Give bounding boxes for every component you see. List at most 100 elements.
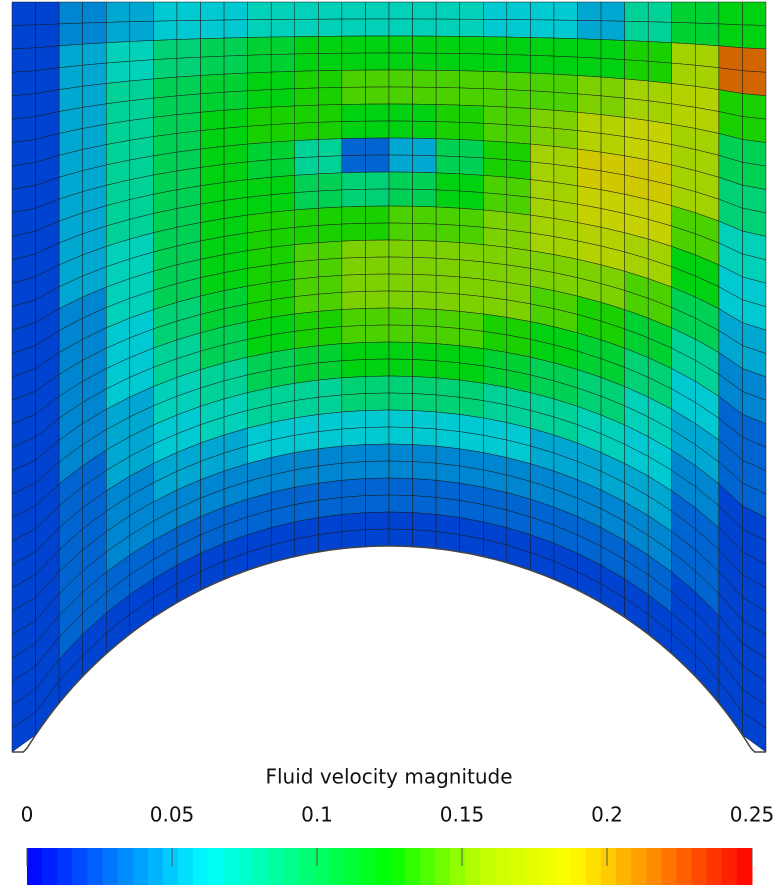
mesh-element: [671, 22, 696, 45]
mesh-element: [388, 52, 413, 71]
mesh-cell: [106, 40, 154, 84]
mesh-element: [318, 462, 343, 484]
mesh-element: [388, 511, 413, 530]
mesh-cell: [624, 501, 672, 573]
mesh-cell: [435, 1, 484, 37]
mesh-element: [129, 1, 154, 23]
mesh-element: [318, 292, 343, 312]
mesh-element: [58, 1, 83, 25]
mesh-element: [483, 19, 508, 38]
mesh-element: [506, 124, 531, 145]
mesh-element: [318, 240, 343, 261]
mesh-element: [412, 171, 437, 191]
mesh-element: [270, 19, 295, 38]
mesh-element: [270, 88, 295, 108]
mesh-element: [506, 1, 531, 21]
mesh-element: [742, 70, 767, 97]
mesh-element: [11, 47, 36, 73]
mesh-element: [435, 275, 460, 295]
mesh-element: [718, 67, 743, 94]
mesh-element: [341, 18, 366, 37]
mesh-element: [412, 137, 437, 156]
mesh-cell: [624, 309, 672, 369]
mesh-element: [341, 291, 366, 310]
mesh-element: [341, 529, 366, 549]
mesh-element: [459, 139, 484, 159]
mesh-element: [341, 308, 366, 327]
mesh-element: [412, 444, 437, 464]
mesh-element: [200, 91, 225, 113]
mesh-cell: [388, 1, 437, 37]
mesh-cell: [671, 83, 720, 134]
mesh-element: [176, 130, 201, 153]
mesh-element: [341, 325, 366, 344]
mesh-cell: [153, 75, 201, 118]
mesh-element: [483, 279, 508, 301]
mesh-cell: [200, 321, 248, 370]
mesh-element: [412, 359, 437, 379]
mesh-element: [412, 495, 437, 515]
colorbar-band: [329, 848, 345, 885]
mesh-element: [294, 173, 319, 193]
mesh-element: [318, 514, 343, 536]
mesh-cell: [718, 483, 767, 565]
mesh-element: [412, 52, 437, 71]
domain-boundary: [12, 545, 766, 753]
mesh-element: [530, 55, 555, 75]
mesh-element: [270, 71, 295, 90]
mesh-cell: [58, 571, 107, 660]
mesh-cell: [106, 193, 154, 247]
colorbar-band: [525, 848, 542, 885]
mesh-element: [412, 188, 437, 208]
mesh-cell: [388, 137, 437, 174]
mesh-element: [459, 345, 484, 367]
mesh-element: [129, 78, 154, 102]
mesh-cell: [247, 279, 295, 322]
mesh-cell: [718, 658, 767, 753]
mesh-element: [341, 1, 366, 20]
mesh-element: [483, 175, 508, 195]
mesh-element: [11, 24, 36, 50]
mesh-element: [176, 75, 201, 97]
mesh-element: [647, 41, 672, 64]
mesh-element: [365, 307, 390, 326]
mesh-cell: [341, 341, 390, 379]
colorbar-band: [313, 848, 330, 885]
mesh-element: [247, 176, 272, 198]
mesh-element: [530, 143, 555, 165]
mesh-element: [129, 97, 154, 121]
mesh-element: [82, 42, 107, 66]
mesh-element: [483, 1, 508, 20]
mesh-cell: [483, 417, 531, 464]
mesh-element: [318, 360, 343, 381]
colorbar-band: [434, 848, 451, 885]
mesh-cell: [577, 442, 625, 503]
mesh-cell: [58, 530, 107, 617]
mesh-element: [459, 225, 484, 245]
mesh-cell: [577, 516, 625, 580]
mesh-element: [365, 426, 390, 445]
mesh-element: [459, 276, 484, 297]
mesh-cell: [530, 1, 578, 40]
mesh-cell: [577, 258, 625, 310]
mesh-element: [318, 480, 343, 501]
mesh-element: [341, 478, 366, 498]
mesh-element: [600, 39, 625, 60]
mesh-cell: [435, 377, 484, 419]
mesh-cell: [671, 612, 720, 704]
mesh-cell: [106, 424, 154, 492]
mesh-element: [435, 343, 460, 364]
mesh-cell: [153, 38, 201, 80]
mesh-element: [530, 179, 555, 201]
mesh-element: [412, 529, 437, 549]
mesh-cell: [624, 155, 672, 206]
mesh-element: [341, 342, 366, 361]
mesh-cell: [294, 411, 343, 453]
mesh-element: [483, 244, 508, 266]
mesh-element: [506, 229, 531, 251]
mesh-element: [270, 53, 295, 73]
mesh-element: [223, 179, 248, 201]
mesh-element: [153, 76, 178, 99]
mesh-element: [412, 154, 437, 174]
mesh-element: [341, 461, 366, 481]
